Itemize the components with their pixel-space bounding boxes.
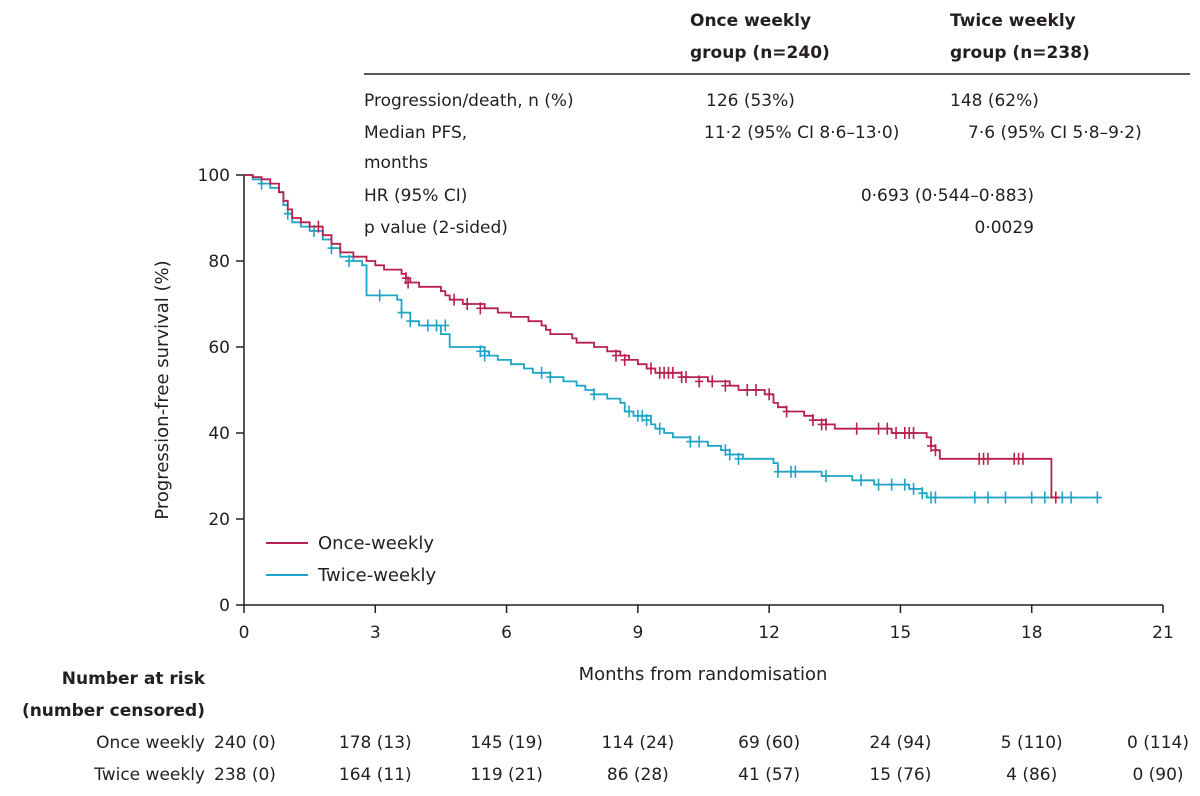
x-tick-label: 0 — [239, 623, 250, 643]
x-axis-title: Months from randomisation — [579, 664, 828, 685]
stats-median-twice: 7·6 (95% CI 5·8–9·2) — [968, 123, 1142, 143]
stats-table: Once weekly group (n=240) Twice weekly g… — [364, 11, 1190, 238]
legend-label-once: Once-weekly — [318, 533, 434, 554]
y-tick-label: 100 — [198, 166, 230, 186]
y-tick-label: 80 — [208, 252, 230, 272]
series-once — [244, 174, 1060, 504]
risk-value: 114 (24) — [601, 733, 674, 753]
risk-title-line2: (number censored) — [22, 701, 205, 721]
stats-progression-once: 126 (53%) — [706, 91, 795, 111]
y-axis-title: Progression-free survival (%) — [152, 260, 173, 519]
legend: Once-weekly Twice-weekly — [266, 533, 436, 586]
risk-value: 24 (94) — [869, 733, 931, 753]
chart-axes: 0 20 40 60 80 100 0 3 6 9 12 15 18 21 — [198, 166, 1174, 643]
stats-col-once-line2: group (n=240) — [690, 43, 830, 63]
legend-label-twice: Twice-weekly — [317, 565, 436, 586]
risk-value: 164 (11) — [339, 765, 412, 785]
risk-value: 69 (60) — [738, 733, 800, 753]
risk-value: 238 (0) — [214, 765, 276, 785]
x-tick-label: 9 — [632, 623, 643, 643]
stats-hr-value: 0·693 (0·544–0·883) — [861, 186, 1034, 206]
risk-value: 4 (86) — [1006, 765, 1057, 785]
risk-row-label-once: Once weekly — [96, 733, 205, 753]
y-axis-ticks: 0 20 40 60 80 100 — [198, 166, 244, 616]
x-tick-label: 21 — [1152, 623, 1174, 643]
stats-hr-label: HR (95% CI) — [364, 186, 467, 206]
risk-value: 5 (110) — [1001, 733, 1063, 753]
risk-value: 178 (13) — [339, 733, 412, 753]
stats-pvalue-label: p value (2-sided) — [364, 218, 508, 238]
y-tick-label: 60 — [208, 338, 230, 358]
risk-value: 240 (0) — [214, 733, 276, 753]
stats-median-label-line1: Median PFS, — [364, 123, 467, 143]
risk-table: Number at risk (number censored) Once we… — [22, 669, 1189, 785]
y-tick-label: 0 — [219, 596, 230, 616]
risk-value: 41 (57) — [738, 765, 800, 785]
risk-value: 0 (114) — [1127, 733, 1189, 753]
x-axis-ticks: 0 3 6 9 12 15 18 21 — [239, 605, 1174, 643]
y-tick-label: 20 — [208, 510, 230, 530]
stats-median-once: 11·2 (95% CI 8·6–13·0) — [704, 123, 899, 143]
risk-value: 145 (19) — [470, 733, 543, 753]
y-tick-label: 40 — [208, 424, 230, 444]
stats-median-label-line2: months — [364, 153, 428, 173]
stats-col-twice-line2: group (n=238) — [950, 43, 1090, 63]
risk-value: 86 (28) — [607, 765, 669, 785]
stats-pvalue-value: 0·0029 — [975, 218, 1034, 238]
stats-progression-label: Progression/death, n (%) — [364, 91, 574, 111]
risk-value: 0 (90) — [1132, 765, 1183, 785]
risk-value: 119 (21) — [470, 765, 543, 785]
x-tick-label: 18 — [1021, 623, 1043, 643]
stats-progression-twice: 148 (62%) — [950, 91, 1039, 111]
series-layer — [244, 174, 1102, 504]
risk-values: 240 (0) 178 (13) 145 (19) 114 (24) 69 (60) 24… — [214, 733, 1189, 785]
risk-title-line1: Number at risk — [62, 669, 206, 689]
stats-col-once-line1: Once weekly — [690, 11, 811, 31]
x-tick-label: 12 — [758, 623, 780, 643]
x-tick-label: 3 — [370, 623, 381, 643]
risk-value: 15 (76) — [869, 765, 931, 785]
x-tick-label: 6 — [501, 623, 512, 643]
x-tick-label: 15 — [890, 623, 912, 643]
risk-row-label-twice: Twice weekly — [93, 765, 205, 785]
stats-col-twice-line1: Twice weekly — [950, 11, 1076, 31]
